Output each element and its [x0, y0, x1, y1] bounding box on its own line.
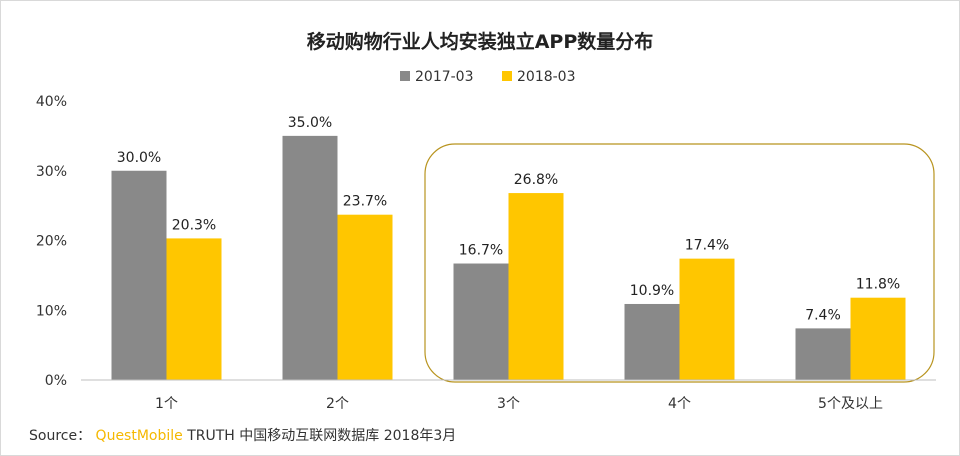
- bar-2017-03-2个: [282, 135, 338, 380]
- bar-2017-03-3个: [453, 263, 509, 380]
- chart-title: 移动购物行业人均安装独立APP数量分布: [307, 30, 654, 53]
- source-brand: QuestMobile: [95, 428, 183, 444]
- source-rest: TRUTH 中国移动互联网数据库 2018年3月: [187, 428, 457, 444]
- x-tick-label: 1个: [155, 396, 178, 412]
- bar-2018-03-2个: [337, 214, 393, 380]
- data-label-2017-03-1个: 30.0%: [117, 150, 161, 166]
- legend-swatch-2017-03: [400, 71, 410, 81]
- data-label-2017-03-4个: 10.9%: [630, 283, 674, 299]
- y-tick-label: 40%: [36, 94, 67, 110]
- bar-chart: 移动购物行业人均安装独立APP数量分布 2017-03 2018-03 0% 10% 20…: [36, 30, 936, 412]
- y-tick-label: 10%: [36, 303, 67, 319]
- y-tick-label: 0%: [45, 373, 67, 389]
- bar-2018-03-4个: [679, 258, 735, 380]
- x-tick-label: 5个及以上: [818, 396, 883, 412]
- data-label-2017-03-3个: 16.7%: [459, 243, 503, 259]
- data-label-2018-03-2个: 23.7%: [343, 194, 387, 210]
- data-label-2018-03-5个及以上: 11.8%: [856, 277, 900, 293]
- source-note: Source： QuestMobile TRUTH 中国移动互联网数据库 201…: [29, 425, 456, 445]
- data-label-2017-03-2个: 35.0%: [288, 115, 332, 131]
- bar-2017-03-1个: [111, 170, 167, 380]
- bar-2018-03-1个: [166, 238, 222, 380]
- legend-label-2017-03: 2017-03: [415, 69, 474, 85]
- bar-2018-03-3个: [508, 193, 564, 380]
- data-label-2018-03-3个: 26.8%: [514, 172, 558, 188]
- data-label-2017-03-5个及以上: 7.4%: [805, 307, 841, 323]
- data-label-2018-03-1个: 20.3%: [172, 217, 216, 233]
- x-tick-label: 2个: [326, 396, 349, 412]
- y-tick-label: 20%: [36, 234, 67, 250]
- legend-swatch-2018-03: [502, 71, 512, 81]
- highlight-box: [424, 143, 935, 383]
- bar-2018-03-5个及以上: [850, 297, 906, 380]
- y-tick-label: 30%: [36, 164, 67, 180]
- bar-2017-03-5个及以上: [795, 328, 851, 380]
- source-prefix: Source：: [29, 428, 92, 444]
- legend-label-2018-03: 2018-03: [517, 69, 576, 85]
- x-tick-label: 3个: [497, 396, 520, 412]
- x-tick-label: 4个: [668, 396, 691, 412]
- bar-2017-03-4个: [624, 303, 680, 380]
- data-label-2018-03-4个: 17.4%: [685, 238, 729, 254]
